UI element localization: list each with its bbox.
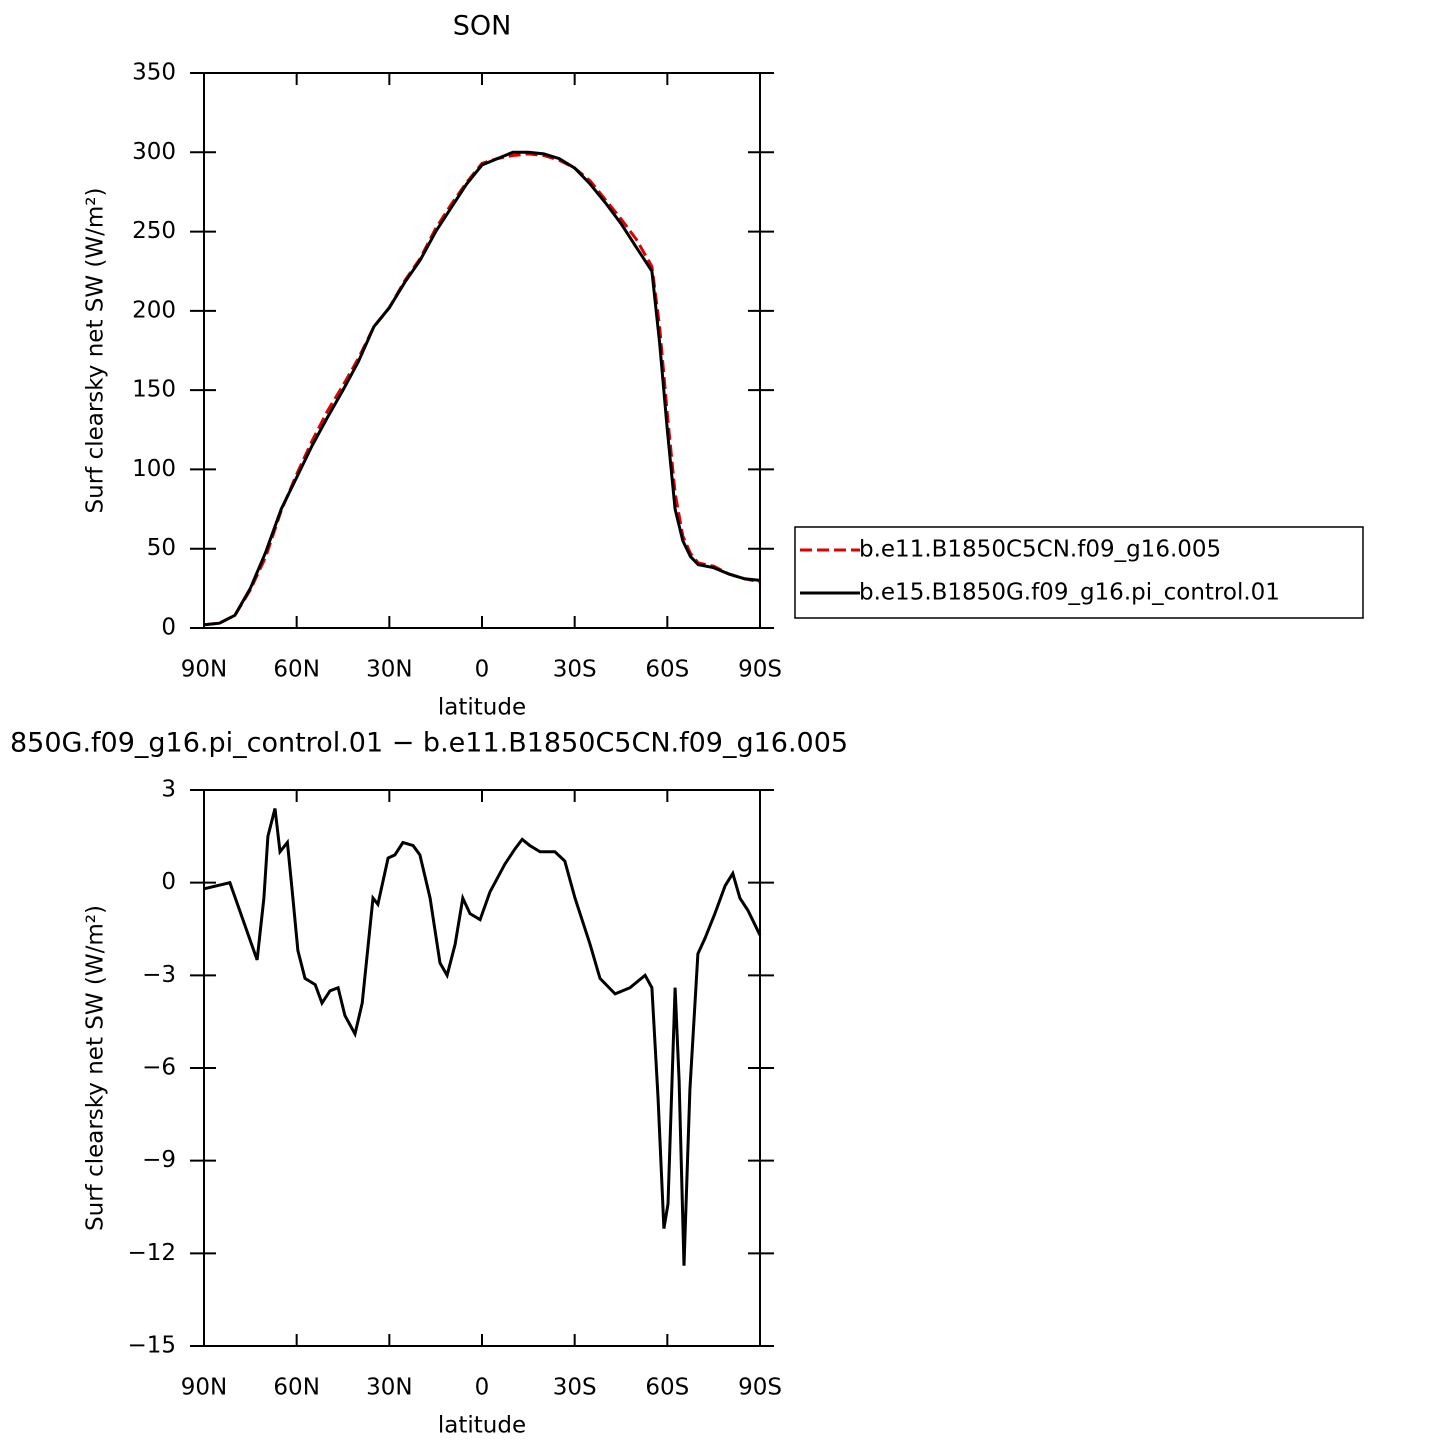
y-tick-label: −3 (142, 962, 176, 988)
y-tick-label: 350 (132, 60, 176, 86)
series-line (203, 808, 762, 1266)
y-tick-label: 0 (161, 869, 176, 895)
x-axis-label: latitude (438, 695, 526, 721)
y-tick-label: −6 (142, 1055, 176, 1081)
x-tick-label: 60S (645, 657, 689, 683)
y-tick-label: 300 (132, 139, 176, 165)
x-tick-label: 60N (273, 1375, 319, 1401)
y-tick-label: −9 (142, 1147, 176, 1173)
chart-title: SON (453, 11, 512, 42)
x-tick-label: 0 (475, 1375, 490, 1401)
x-tick-label: 30S (553, 1375, 597, 1401)
legend-box (794, 526, 1364, 619)
y-axis-label: Surf clearsky net SW (W/m²) (83, 188, 109, 514)
plot-frame (203, 789, 761, 1347)
chart-title: 850G.f09_g16.pi_control.01 − b.e11.B1850… (10, 728, 848, 759)
legend-label: b.e15.B1850G.f09_g16.pi_control.01 (859, 580, 1280, 606)
x-tick-label: 30N (366, 1375, 412, 1401)
y-tick-label: 150 (132, 377, 176, 403)
y-tick-label: 250 (132, 218, 176, 244)
x-tick-label: 30N (366, 657, 412, 683)
legend-label: b.e11.B1850C5CN.f09_g16.005 (859, 537, 1221, 563)
plot-frame (203, 72, 761, 629)
series-line (203, 152, 761, 627)
y-tick-label: −15 (127, 1333, 176, 1359)
x-tick-label: 60N (273, 657, 319, 683)
x-axis-label: latitude (438, 1413, 526, 1439)
y-tick-label: 0 (161, 615, 176, 641)
y-tick-label: 50 (147, 535, 176, 561)
y-tick-label: 100 (132, 456, 176, 482)
x-tick-label: 60S (645, 1375, 689, 1401)
x-tick-label: 90N (181, 1375, 227, 1401)
series-line (203, 150, 761, 627)
y-axis-label: Surf clearsky net SW (W/m²) (83, 905, 109, 1231)
x-tick-label: 90S (738, 1375, 782, 1401)
x-tick-label: 30S (553, 657, 597, 683)
x-tick-label: 0 (475, 657, 490, 683)
x-tick-label: 90N (181, 657, 227, 683)
y-tick-label: −12 (127, 1240, 176, 1266)
x-tick-label: 90S (738, 657, 782, 683)
y-tick-label: 200 (132, 297, 176, 323)
y-tick-label: 3 (161, 777, 176, 803)
